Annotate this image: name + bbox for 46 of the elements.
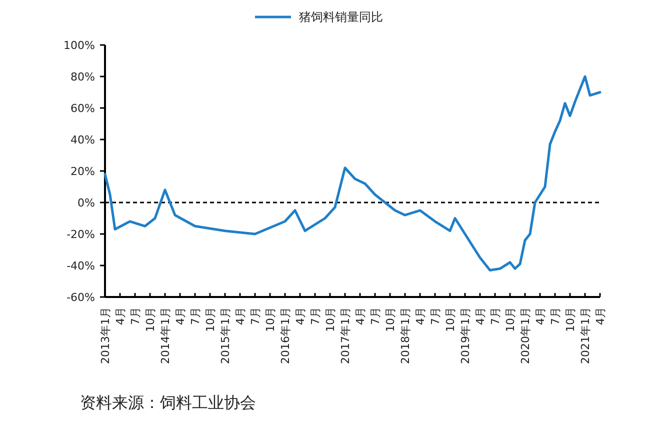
x-tick-label: 7月	[189, 307, 202, 325]
y-tick-label: 20%	[70, 165, 95, 178]
x-tick-label: 4月	[294, 307, 307, 325]
x-tick-label: 4月	[174, 307, 187, 325]
x-tick-label: 10月	[264, 307, 277, 332]
y-tick-label: 80%	[70, 70, 95, 84]
x-tick-label: 7月	[129, 307, 142, 325]
y-tick-label: 0%	[78, 196, 95, 210]
x-tick-label: 4月	[354, 307, 367, 325]
x-tick-label: 7月	[489, 307, 502, 325]
x-tick-label: 7月	[549, 307, 562, 325]
x-tick-label: 2018年1月	[399, 307, 412, 364]
y-tick-label: -40%	[66, 260, 95, 272]
y-tick-label: -20%	[66, 228, 95, 241]
y-tick-label: -60%	[66, 291, 95, 304]
x-tick-label: 10月	[144, 307, 157, 332]
x-tick-label: 7月	[369, 307, 382, 325]
x-tick-label: 4月	[534, 307, 547, 325]
x-tick-label: 2019年1月	[459, 307, 472, 364]
x-tick-label: 7月	[249, 307, 262, 325]
x-tick-label: 2017年1月	[339, 307, 352, 364]
x-tick-label: 7月	[309, 307, 322, 325]
x-tick-label: 4月	[474, 307, 487, 325]
y-tick-label: 60%	[70, 102, 95, 115]
x-tick-label: 10月	[504, 307, 517, 332]
x-tick-label: 10月	[204, 307, 217, 332]
legend: 猪饲料销量同比	[255, 10, 383, 24]
x-tick-label: 2014年1月	[159, 307, 172, 364]
y-tick-label: 100%	[64, 39, 95, 52]
x-tick-label: 4月	[234, 307, 247, 325]
x-tick-label: 2021年1月	[579, 307, 592, 364]
x-tick-label: 2013年1月	[99, 307, 112, 364]
x-tick-label: 7月	[429, 307, 442, 325]
x-tick-label: 2020年1月	[519, 307, 532, 364]
legend-label: 猪饲料销量同比	[299, 10, 383, 24]
text: 资料来源：饲料工业协会	[80, 393, 256, 412]
x-tick-label: 10月	[564, 307, 577, 332]
x-tick-label: 10月	[444, 307, 457, 332]
x-tick-label: 2015年1月	[219, 307, 232, 364]
x-tick-label: 4月	[114, 307, 127, 325]
x-tick-label: 10月	[384, 307, 397, 332]
x-tick-label: 4月	[594, 307, 607, 325]
x-tick-label: 10月	[324, 307, 337, 332]
x-tick-label: 4月	[414, 307, 427, 325]
x-tick-label: 2016年1月	[279, 307, 292, 364]
y-tick-label: 40%	[70, 134, 95, 146]
